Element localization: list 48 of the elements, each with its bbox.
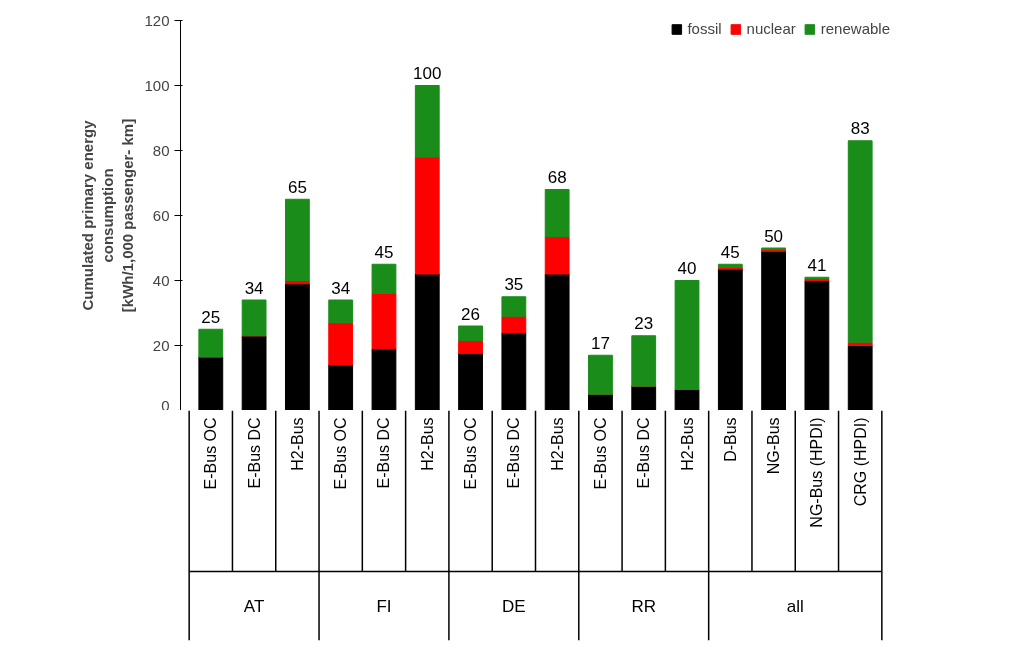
y-tick-label: 40 — [152, 271, 170, 289]
x-tick-label: H2-Bus — [548, 417, 566, 471]
total-label: 25 — [201, 307, 221, 327]
total-label: 68 — [547, 168, 567, 187]
total-label: 17 — [590, 333, 610, 353]
total-label: 40 — [677, 259, 697, 278]
total-label: 23 — [634, 314, 654, 334]
total-label: 83 — [850, 119, 870, 139]
y-tick-label: 100 — [144, 76, 170, 94]
total-label: 35 — [504, 275, 524, 295]
x-tick-label: H2-Bus — [418, 417, 436, 471]
total-label: 50 — [764, 226, 784, 246]
y-tick-label: 120 — [144, 11, 170, 29]
total-label: 45 — [374, 242, 394, 262]
x-tick-label: E-Bus OC — [332, 417, 350, 490]
text: RR — [631, 596, 657, 616]
legend-label: renewable — [820, 20, 890, 37]
y-tick-label: 20 — [152, 336, 170, 354]
x-tick-label: CRG (HPDI) — [851, 417, 869, 507]
text: all — [786, 596, 804, 616]
x-tick-label: E-Bus DC — [635, 417, 653, 489]
y-tick-label: 60 — [152, 206, 170, 224]
legend-label: fossil — [687, 20, 722, 37]
x-tick-label: H2-Bus — [288, 417, 306, 471]
total-label: 41 — [807, 255, 827, 275]
x-tick-label: E-Bus OC — [462, 417, 480, 490]
x-tick-label: E-Bus DC — [245, 417, 263, 489]
x-tick-label: D-Bus — [721, 417, 739, 462]
legend-label: nuclear — [746, 20, 796, 37]
text: DE — [502, 596, 526, 616]
total-label: 34 — [244, 278, 264, 298]
x-tick-label: NG-Bus — [765, 417, 783, 475]
total-label: 100 — [413, 64, 442, 83]
total-label: 26 — [461, 304, 481, 324]
x-tick-label: H2-Bus — [678, 417, 696, 471]
total-label: 34 — [331, 278, 351, 298]
x-tick-label: E-Bus DC — [505, 417, 523, 489]
x-tick-label: NG-Bus (HPDI) — [808, 417, 826, 528]
y-tick-label: 80 — [152, 141, 170, 159]
text: AT — [243, 596, 265, 616]
total-label: 45 — [720, 242, 740, 262]
x-tick-label: E-Bus OC — [202, 417, 220, 490]
y-tick-label: 0 — [161, 396, 170, 414]
y-axis-title: Cumulated primary energy consumption [kWh/1,000 passenger- km] — [78, 118, 137, 313]
total-label: 65 — [287, 177, 307, 197]
text: FI — [376, 596, 392, 616]
x-tick-label: E-Bus OC — [591, 417, 609, 490]
x-tick-label: E-Bus DC — [375, 417, 393, 489]
